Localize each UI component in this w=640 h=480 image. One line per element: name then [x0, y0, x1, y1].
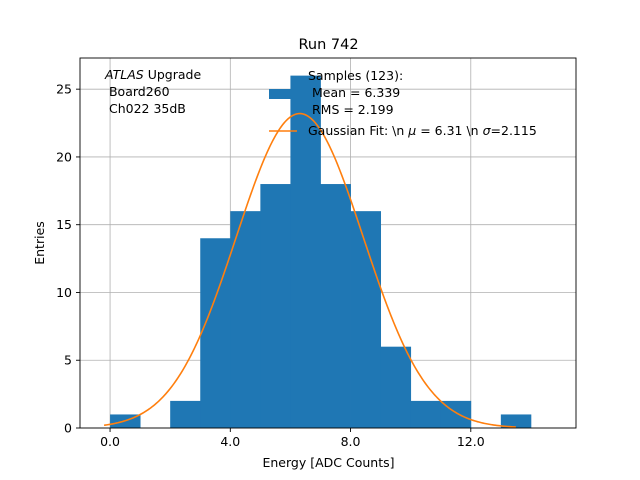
x-tick-label-3: 12.0	[457, 434, 485, 449]
x-tick-label-0: 0.0	[100, 434, 120, 449]
y-tick-label-4: 20	[56, 149, 72, 164]
legend-fit-label: Gaussian Fit: \n μ = 6.31 \n σ=2.115	[308, 123, 537, 138]
histogram-bars	[110, 75, 532, 428]
y-tick-label-0: 0	[64, 421, 72, 436]
x-axis-ticks: 0.0 4.0 8.0 12.0	[100, 428, 485, 449]
legend-hist-line-2: Mean = 6.339	[308, 85, 400, 100]
legend: Samples (123): Mean = 6.339 RMS = 2.199 …	[269, 68, 537, 138]
y-tick-label-5: 25	[56, 82, 72, 97]
legend-fit-mid: = 6.31 \n	[416, 123, 482, 138]
histogram-bar-9	[380, 346, 412, 428]
annotation-line-1: ATLAS Upgrade	[104, 67, 201, 82]
histogram-bar-2	[170, 400, 201, 428]
y-axis-label: Entries	[32, 221, 47, 265]
legend-histogram-swatch	[269, 89, 297, 99]
axes-frame	[79, 57, 577, 429]
x-tick-label-1: 4.0	[220, 434, 240, 449]
histogram-bar-7	[320, 184, 351, 428]
legend-fit-prefix: Gaussian Fit: \n	[308, 123, 408, 138]
legend-hist-line-1: Samples (123):	[308, 68, 403, 83]
histogram-bar-6	[290, 75, 321, 428]
gaussian-fit-curve	[103, 112, 516, 428]
x-tick-label-2: 8.0	[341, 434, 361, 449]
histogram-bar-13	[500, 414, 532, 428]
run-annotation: ATLAS Upgrade Board260 Ch022 35dB	[104, 67, 201, 116]
annotation-atlas: ATLAS	[104, 67, 144, 82]
legend-fit-suffix: =2.115	[491, 123, 537, 138]
legend-fit-sigma: σ	[483, 123, 492, 138]
histogram-bar-5	[260, 184, 291, 428]
y-axis-ticks: 0 5 10 15 20 25	[56, 82, 80, 436]
annotation-line-3: Ch022 35dB	[105, 101, 186, 116]
histogram-bar-10	[410, 400, 442, 428]
legend-hist-line-3: RMS = 2.199	[308, 102, 394, 117]
histogram-bar-8	[350, 211, 382, 428]
annotation-upgrade: Upgrade	[144, 67, 202, 82]
legend-fit-mu: μ	[407, 123, 416, 138]
y-tick-label-1: 5	[64, 353, 72, 368]
y-tick-label-3: 15	[56, 217, 72, 232]
annotation-line-2: Board260	[105, 84, 170, 99]
y-tick-label-2: 10	[56, 285, 72, 300]
chart-title: Run 742	[298, 37, 358, 53]
histogram-bar-4	[230, 211, 261, 428]
x-axis-label: Energy [ADC Counts]	[262, 455, 394, 470]
